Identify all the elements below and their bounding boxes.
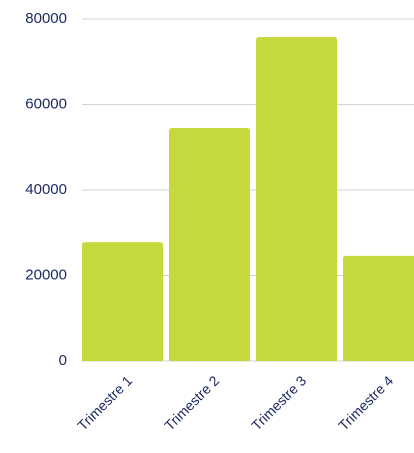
bar [169,128,250,361]
bars [82,36,414,361]
y-tick-label: 20000 [25,266,67,283]
x-tick-label: Trimestre 4 [335,372,396,433]
y-tick-label: 0 [59,352,67,369]
x-tick-label: Trimestre 1 [74,372,135,433]
y-tick-label: 40000 [25,181,67,198]
x-tick-label: Trimestre 3 [248,372,309,433]
x-tick-label: Trimestre 2 [161,372,222,433]
bar [256,36,337,361]
y-tick-label: 80000 [25,10,67,27]
y-tick-label: 60000 [25,95,67,112]
bar [343,255,414,361]
bar [82,242,163,361]
